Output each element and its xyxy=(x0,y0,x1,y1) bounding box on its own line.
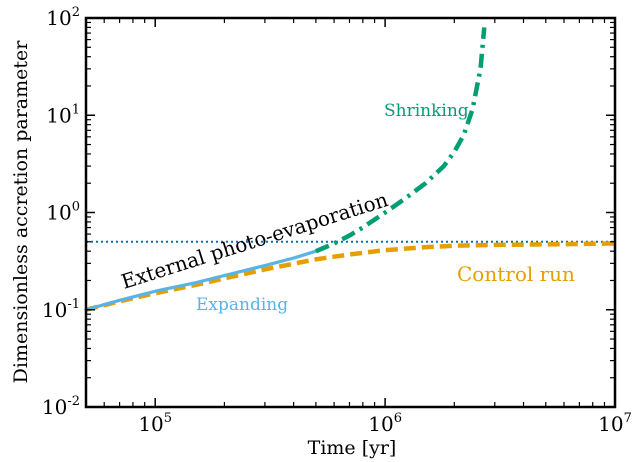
series-layer xyxy=(84,27,616,312)
y-tick-label: 10-2 xyxy=(42,394,80,419)
ticks-layer: 105 106 107 10-2 10-1 100 101 102 xyxy=(42,5,632,436)
y-tick-label: 101 xyxy=(46,102,80,127)
series-shrinking xyxy=(315,27,487,254)
y-tick-label: 10-1 xyxy=(42,297,80,322)
annotation-control-run: Control run xyxy=(457,262,575,286)
y-tick-label: 100 xyxy=(46,200,80,225)
annotation-expanding: Expanding xyxy=(196,295,288,315)
y-axis-title: Dimensionless accretion parameter xyxy=(10,40,32,384)
series-control-run xyxy=(85,241,616,312)
y-tick-label: 102 xyxy=(46,5,80,30)
annotation-shrinking: Shrinking xyxy=(384,101,469,121)
series-expanding xyxy=(84,249,318,312)
x-tick-label: 107 xyxy=(598,411,632,436)
x-axis-title: Time [yr] xyxy=(308,437,397,459)
x-tick-label: 106 xyxy=(368,411,402,436)
x-tick-label: 105 xyxy=(138,411,172,436)
